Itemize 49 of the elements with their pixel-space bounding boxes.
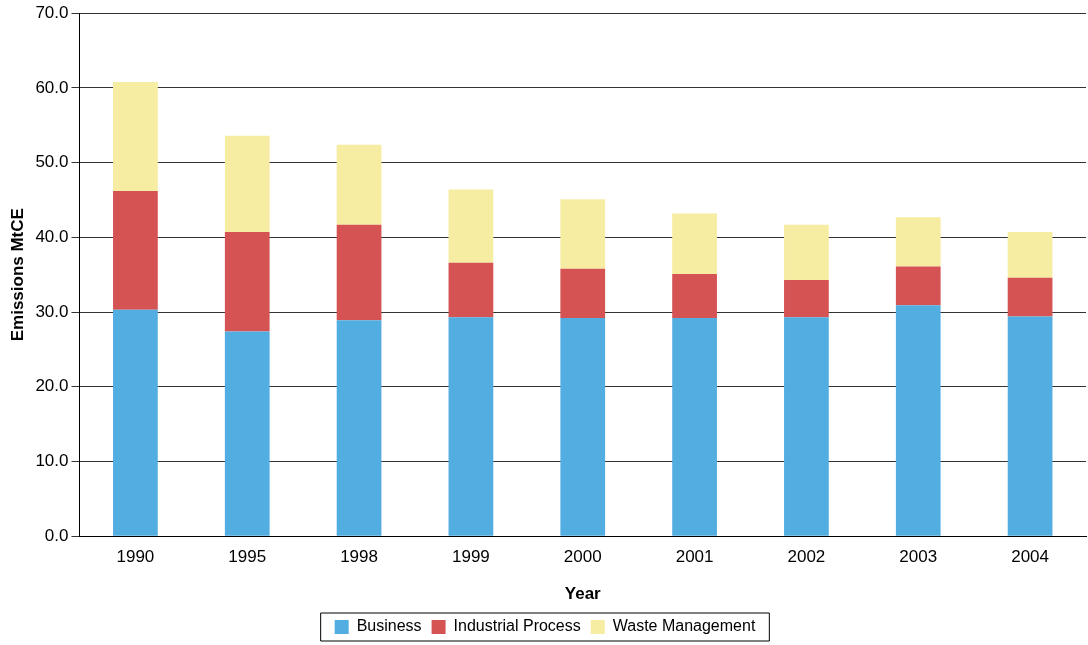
bar xyxy=(784,279,829,318)
bar xyxy=(672,273,717,319)
bar xyxy=(560,199,606,269)
x-tick-label: 1999 xyxy=(451,547,490,567)
bar xyxy=(113,309,158,536)
y-tick-label: 0.0 xyxy=(44,525,69,545)
bar xyxy=(336,224,382,321)
bar xyxy=(560,268,606,319)
y-tick-label: 30.0 xyxy=(35,301,69,321)
bar xyxy=(1007,316,1053,536)
y-tick-label: 20.0 xyxy=(35,376,69,396)
bar xyxy=(448,189,494,263)
y-tick-label: 70.0 xyxy=(35,2,69,22)
bar xyxy=(895,217,941,267)
bar xyxy=(224,232,270,332)
x-tick-label: 1995 xyxy=(228,547,267,567)
legend-label: Industrial Process xyxy=(453,617,581,635)
bar xyxy=(895,266,941,306)
bar xyxy=(784,224,829,280)
x-axis-title: Year xyxy=(564,584,602,604)
y-tick-label: 40.0 xyxy=(35,227,69,247)
bar xyxy=(448,317,494,536)
bar xyxy=(784,317,829,536)
legend-label: Business xyxy=(356,617,422,635)
x-tick-label: 2002 xyxy=(787,547,826,567)
bar xyxy=(560,318,606,536)
x-tick-label: 2000 xyxy=(563,547,602,567)
y-tick-label: 50.0 xyxy=(35,152,69,172)
legend-label: Waste Management xyxy=(612,617,756,635)
bar xyxy=(336,144,382,225)
bar xyxy=(113,191,158,310)
bar xyxy=(336,320,382,536)
bar xyxy=(895,305,941,536)
bar xyxy=(448,262,494,318)
x-tick-label: 2004 xyxy=(1011,547,1049,567)
x-tick-label: 2003 xyxy=(899,547,938,567)
y-tick-label: 60.0 xyxy=(35,77,69,97)
y-tick-label: 10.0 xyxy=(35,451,69,471)
bar xyxy=(224,331,270,536)
x-tick-label: 1990 xyxy=(116,547,155,567)
bar xyxy=(672,318,717,536)
y-axis-title: Emissions MtCE xyxy=(7,208,27,342)
bar xyxy=(224,135,270,233)
x-tick-label: 2001 xyxy=(675,547,714,567)
bar xyxy=(1007,277,1053,317)
bar xyxy=(1007,232,1053,278)
x-tick-label: 1998 xyxy=(340,547,378,567)
bar xyxy=(672,213,717,274)
bar xyxy=(113,81,158,192)
